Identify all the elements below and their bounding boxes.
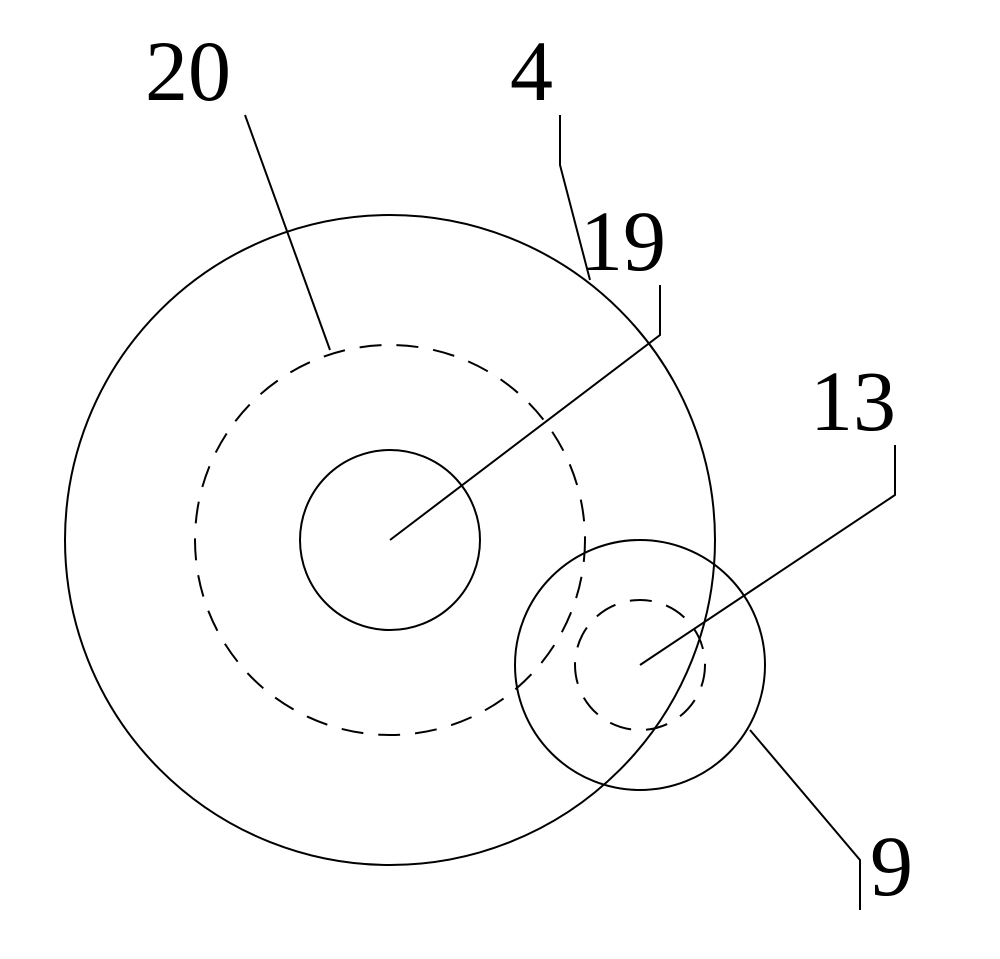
- leader-13: [640, 445, 895, 665]
- engineering-diagram: 20 4 19 13 9: [0, 0, 1000, 959]
- label-19: 19: [580, 193, 666, 289]
- label-20: 20: [145, 23, 231, 119]
- label-9: 9: [870, 818, 913, 914]
- leader-19: [390, 285, 660, 540]
- leader-20: [245, 115, 330, 350]
- label-13: 13: [810, 353, 896, 449]
- leader-9: [750, 730, 860, 910]
- label-4: 4: [510, 23, 553, 119]
